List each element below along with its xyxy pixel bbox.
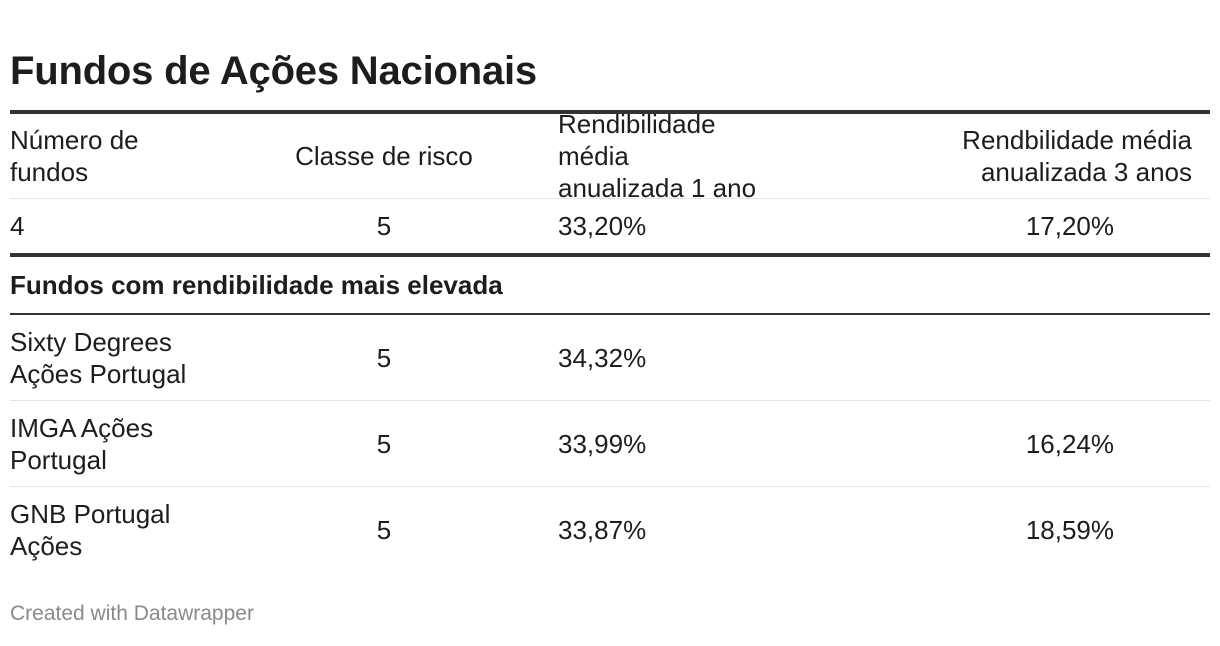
table-header-row: Número de fundos Classe de risco Rendibi… xyxy=(10,109,1210,203)
fund-name-line1: IMGA Ações xyxy=(10,412,154,443)
header-num-funds-line1: Número de xyxy=(10,125,139,155)
fund-name-line2: Portugal xyxy=(10,444,107,475)
fund-return-1y: 33,99% xyxy=(558,428,647,459)
summary-row: 4 5 33,20% 17,20% xyxy=(10,199,1210,253)
fund-name: Sixty Degrees Ações Portugal xyxy=(10,326,270,390)
summary-risk-class: 5 xyxy=(376,211,392,241)
section-top-divider xyxy=(10,253,1210,257)
fund-risk-class: 5 xyxy=(376,428,392,459)
fund-return-3y: 18,59% xyxy=(1025,514,1114,545)
fund-name-line2: Ações xyxy=(10,530,83,561)
header-return-3y-line1: Rendbilidade média xyxy=(962,125,1192,155)
page-title: Fundos de Ações Nacionais xyxy=(10,49,537,93)
header-return-1y-line2: anualizada 1 ano xyxy=(558,173,757,203)
fund-return-3y: 16,24% xyxy=(1025,428,1114,459)
row-divider xyxy=(10,400,1210,401)
fund-name: GNB Portugal Ações xyxy=(10,498,270,562)
table-row: IMGA Ações Portugal 5 33,99% 16,24% xyxy=(10,401,1210,486)
fund-return-1y: 34,32% xyxy=(558,342,647,373)
header-num-funds: Número de fundos xyxy=(10,124,270,188)
section-bottom-divider xyxy=(10,313,1210,315)
fund-name-line1: GNB Portugal xyxy=(10,498,171,529)
header-return-1y-line1: Rendibilidade média xyxy=(558,109,716,171)
table-row: Sixty Degrees Ações Portugal 5 34,32% xyxy=(10,315,1210,400)
fund-name-line2: Ações Portugal xyxy=(10,358,187,389)
summary-return-3y: 17,20% xyxy=(1025,211,1114,241)
header-bottom-divider xyxy=(10,198,1210,199)
header-num-funds-line2: fundos xyxy=(10,157,89,187)
header-top-divider xyxy=(10,110,1210,114)
table-container: Fundos de Ações Nacionais Número de fund… xyxy=(10,0,1210,625)
fund-risk-class: 5 xyxy=(376,514,392,545)
summary-return-1y: 33,20% xyxy=(558,211,647,241)
fund-return-1y: 33,87% xyxy=(558,514,647,545)
fund-name: IMGA Ações Portugal xyxy=(10,412,270,476)
fund-risk-class: 5 xyxy=(376,342,392,373)
header-return-3y: Rendbilidade média anualizada 3 anos xyxy=(758,124,1210,188)
summary-num-funds: 4 xyxy=(10,211,25,241)
header-risk-class: Classe de risco xyxy=(295,141,473,171)
section-title: Fundos com rendibilidade mais elevada xyxy=(10,270,503,300)
header-return-3y-line2: anualizada 3 anos xyxy=(980,157,1192,187)
row-divider xyxy=(10,486,1210,487)
header-return-1y: Rendibilidade média anualizada 1 ano xyxy=(498,108,758,204)
footer-credit: Created with Datawrapper xyxy=(10,602,254,625)
table-row: GNB Portugal Ações 5 33,87% 18,59% xyxy=(10,487,1210,572)
fund-name-line1: Sixty Degrees xyxy=(10,326,172,357)
